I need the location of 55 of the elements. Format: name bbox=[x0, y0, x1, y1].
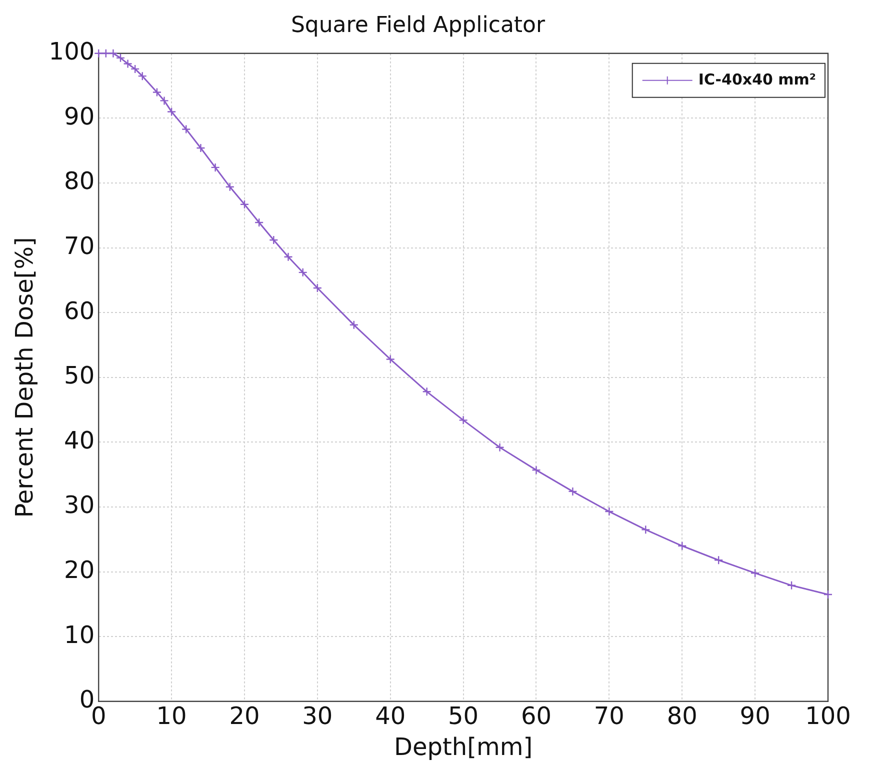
y-tick-label: 80 bbox=[64, 167, 95, 196]
point bbox=[604, 506, 614, 516]
point bbox=[386, 354, 395, 364]
point bbox=[532, 465, 541, 475]
point bbox=[422, 387, 432, 396]
y-tick-label: 40 bbox=[64, 426, 95, 454]
y-tick-label: 30 bbox=[64, 491, 95, 520]
point bbox=[196, 143, 206, 153]
point bbox=[130, 64, 140, 74]
x-tick-label: 10 bbox=[156, 702, 187, 730]
x-axis-title: Depth[mm] bbox=[394, 732, 533, 761]
point bbox=[225, 182, 234, 192]
point bbox=[678, 541, 687, 550]
x-tick-label: 80 bbox=[666, 702, 698, 730]
point bbox=[298, 268, 308, 278]
x-tick-label: 50 bbox=[448, 702, 479, 730]
y-tick-label: 50 bbox=[64, 362, 95, 390]
point bbox=[123, 59, 132, 68]
x-tick-label: 20 bbox=[229, 702, 260, 730]
y-tick-label: 90 bbox=[64, 102, 95, 130]
point bbox=[458, 416, 468, 425]
point bbox=[786, 580, 796, 590]
point bbox=[254, 218, 264, 228]
x-tick-label: 60 bbox=[520, 702, 552, 730]
point bbox=[284, 252, 293, 262]
point bbox=[349, 320, 358, 330]
point bbox=[269, 235, 278, 245]
y-tick-label: 100 bbox=[48, 38, 95, 66]
x-tick-label: 30 bbox=[302, 702, 333, 730]
y-tick-label: 20 bbox=[64, 556, 95, 584]
point bbox=[641, 525, 650, 534]
x-tick-label: 40 bbox=[375, 702, 406, 730]
point bbox=[714, 556, 724, 565]
chart-title: Square Field Applicator bbox=[290, 12, 546, 38]
y-tick-label: 60 bbox=[64, 296, 95, 325]
point bbox=[312, 283, 322, 293]
point bbox=[182, 124, 191, 134]
point bbox=[166, 107, 176, 116]
point bbox=[138, 71, 147, 81]
y-axis-title: Percent Depth Dose[%] bbox=[10, 237, 39, 518]
point bbox=[495, 442, 504, 452]
legend-label: IC-40x40 mm² bbox=[698, 70, 816, 88]
point bbox=[750, 568, 760, 578]
point bbox=[240, 200, 250, 209]
y-tick-label: 70 bbox=[64, 232, 95, 260]
point bbox=[568, 486, 578, 496]
x-tick-label: 100 bbox=[805, 702, 851, 730]
point bbox=[210, 162, 220, 172]
x-tick-label: 90 bbox=[740, 702, 770, 730]
y-tick-label: 10 bbox=[64, 620, 95, 649]
point bbox=[823, 590, 833, 600]
point bbox=[152, 88, 162, 97]
point bbox=[160, 96, 169, 106]
x-tick-label: 70 bbox=[594, 702, 624, 730]
point bbox=[116, 53, 126, 63]
